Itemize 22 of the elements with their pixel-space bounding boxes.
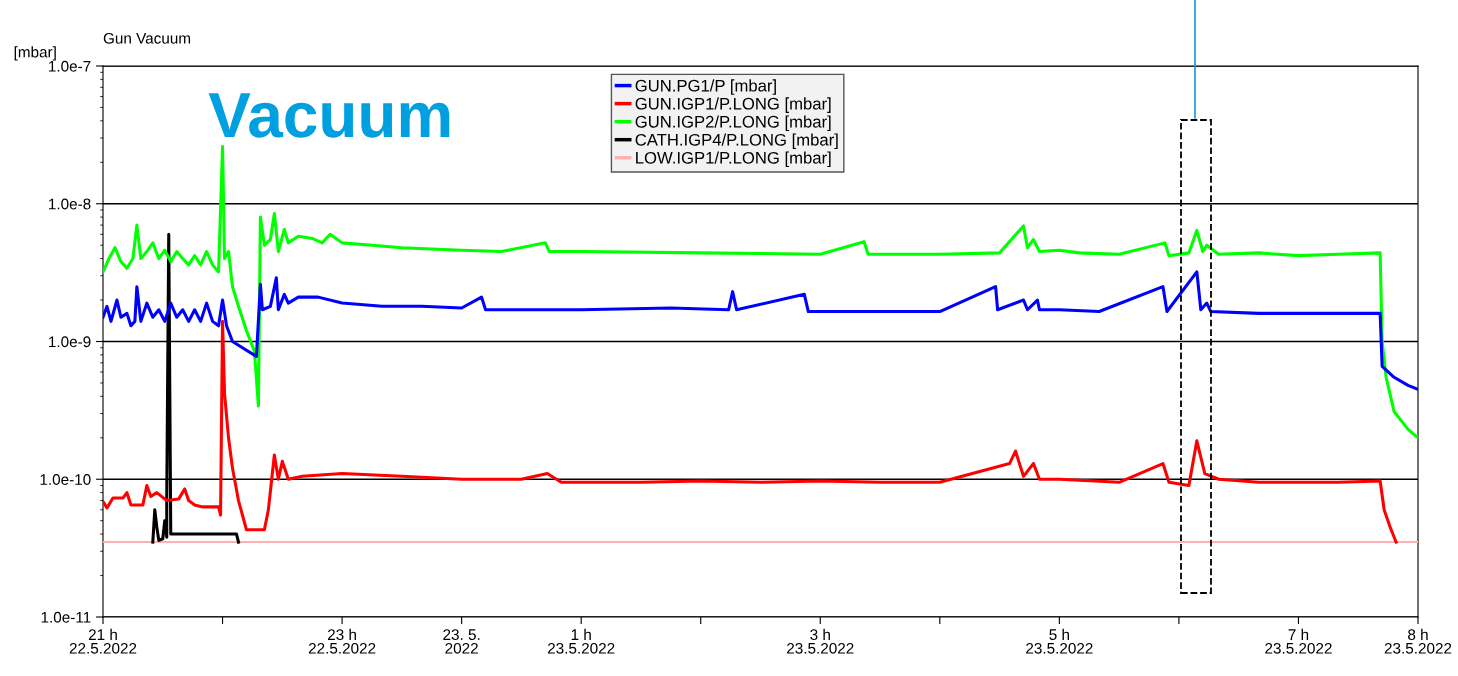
- x-tick-label: 23. 5. 2022: [443, 629, 480, 654]
- chart-title: Gun Vacuum: [103, 32, 191, 44]
- line-series: [103, 319, 1398, 544]
- y-axis-title: [mbar]: [14, 46, 56, 61]
- x-tick-label: 1 h 23.5.2022: [547, 628, 615, 654]
- x-tick-label: 5 h 23.5.2022: [1026, 628, 1093, 654]
- x-tick-label: 21 h 22.5.2022: [69, 628, 137, 654]
- y-tick-label: 1.0e-10: [40, 474, 91, 485]
- x-tick-label: 3 h 23.5.2022: [787, 628, 854, 654]
- annotation: Vacuum: [208, 93, 450, 138]
- x-tick-label: 7 h 23.5.2022: [1265, 628, 1332, 654]
- legend-label: GUN.PG1/P [mbar]: [635, 79, 776, 95]
- y-tick-label: 1.0e-9: [49, 336, 91, 348]
- x-tick-label: 23 h 22.5.2022: [308, 628, 376, 654]
- legend-label: CATH.IGP4/P.LONG [mbar]: [635, 133, 838, 149]
- x-tick-label: 8 h 23.5.2022: [1384, 628, 1452, 654]
- y-tick-label: 1.0e-8: [49, 198, 91, 210]
- legend-label: GUN.IGP2/P.LONG [mbar]: [635, 115, 831, 131]
- legend-label: LOW.IGP1/P.LONG [mbar]: [636, 151, 831, 168]
- y-tick-label: 1.0e-7: [49, 60, 91, 72]
- legend-label: GUN.IGP1/P.LONG [mbar]: [635, 97, 831, 113]
- y-tick-label: 1.0e-11: [41, 611, 91, 623]
